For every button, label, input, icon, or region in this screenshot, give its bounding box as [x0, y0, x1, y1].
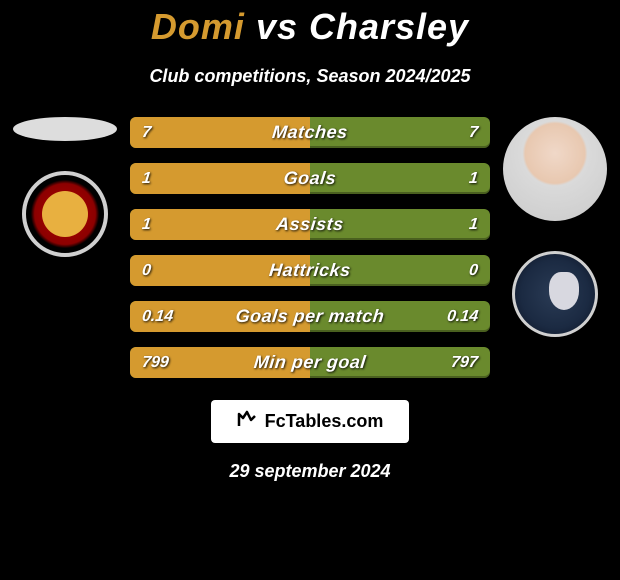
stat-bar: 1 Assists 1 — [130, 209, 490, 240]
content-row: 7 Matches 7 1 Goals 1 1 Assists 1 0 Hatt… — [0, 117, 620, 378]
stat-right-value: 0.14 — [446, 308, 479, 326]
stat-right-value: 797 — [450, 354, 479, 372]
subtitle: Club competitions, Season 2024/2025 — [149, 66, 470, 87]
left-column — [0, 117, 130, 378]
stat-left-value: 7 — [141, 124, 152, 142]
stat-bar: 7 Matches 7 — [130, 117, 490, 148]
branding-badge: FcTables.com — [211, 400, 410, 443]
stat-right-value: 0 — [468, 262, 479, 280]
stat-label: Assists — [275, 214, 345, 235]
branding-text: FcTables.com — [265, 411, 384, 432]
stat-right-value: 1 — [468, 216, 479, 234]
stat-left-value: 0.14 — [141, 308, 174, 326]
stat-left-value: 1 — [141, 170, 152, 188]
stat-left-value: 0 — [141, 262, 152, 280]
player-left-photo — [13, 117, 117, 141]
stat-label: Goals per match — [235, 306, 386, 327]
stat-left-value: 1 — [141, 216, 152, 234]
stat-bar: 0 Hattricks 0 — [130, 255, 490, 286]
stat-bar: 799 Min per goal 797 — [130, 347, 490, 378]
stat-label: Hattricks — [268, 260, 352, 281]
stat-right-value: 7 — [468, 124, 479, 142]
infographic-container: Domi vs Charsley Club competitions, Seas… — [0, 0, 620, 580]
main-title: Domi vs Charsley — [151, 6, 469, 48]
player-left-name: Domi — [151, 6, 245, 47]
club-left-badge — [22, 171, 108, 257]
stat-left-value: 799 — [141, 354, 170, 372]
stat-label: Matches — [271, 122, 349, 143]
stat-label: Goals — [283, 168, 338, 189]
branding-logo-icon — [237, 410, 257, 433]
right-column — [490, 117, 620, 378]
club-right-badge — [512, 251, 598, 337]
stat-right-value: 1 — [468, 170, 479, 188]
stats-column: 7 Matches 7 1 Goals 1 1 Assists 1 0 Hatt… — [130, 117, 490, 378]
stat-label: Min per goal — [253, 352, 367, 373]
stat-bar: 1 Goals 1 — [130, 163, 490, 194]
date-text: 29 september 2024 — [229, 461, 390, 482]
stat-bar: 0.14 Goals per match 0.14 — [130, 301, 490, 332]
player-right-name: Charsley — [309, 6, 469, 47]
player-right-photo — [503, 117, 607, 221]
vs-text: vs — [256, 6, 309, 47]
